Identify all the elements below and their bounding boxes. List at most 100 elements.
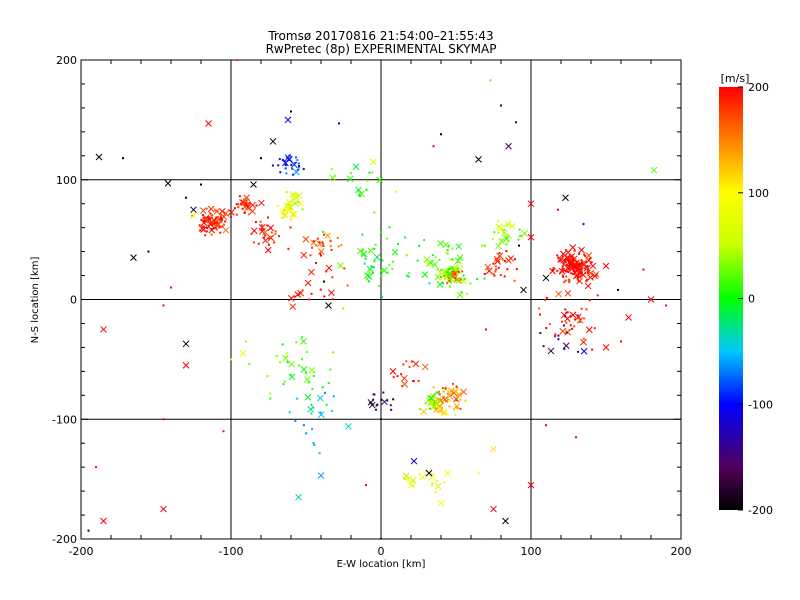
data-point-dot xyxy=(210,227,213,230)
data-point-dot xyxy=(568,329,571,332)
data-point-dot xyxy=(346,284,349,287)
data-point-dot xyxy=(365,188,368,191)
data-point-dot xyxy=(434,407,437,410)
data-point-x xyxy=(304,376,311,383)
data-point-dot xyxy=(578,320,581,323)
data-point-dot xyxy=(279,171,282,174)
data-point-dot xyxy=(506,224,509,227)
data-point-x xyxy=(249,201,256,209)
data-point-dot xyxy=(506,240,509,243)
data-point-dot xyxy=(302,424,305,427)
data-point-dot xyxy=(538,307,541,310)
data-point-dot xyxy=(430,484,433,487)
data-point-dot xyxy=(466,292,469,295)
data-point-x xyxy=(585,257,593,264)
data-point-dot xyxy=(323,391,326,394)
data-point-dot xyxy=(260,157,262,160)
data-point-dot xyxy=(515,268,518,271)
data-point-dot xyxy=(545,424,547,427)
data-point-dot xyxy=(440,269,443,272)
data-point-x xyxy=(207,221,215,228)
data-point-x xyxy=(199,207,207,215)
data-point-dot xyxy=(271,164,274,167)
data-point-dot xyxy=(380,269,383,272)
data-point-x xyxy=(346,175,354,183)
data-point-dot xyxy=(455,273,458,276)
data-point-dot xyxy=(202,220,205,223)
data-point-x xyxy=(496,252,504,260)
data-point-dot xyxy=(322,245,325,248)
data-point-dot xyxy=(400,373,403,376)
data-point-dot xyxy=(214,226,217,229)
data-point-dot xyxy=(451,247,454,250)
data-point-x xyxy=(421,363,429,371)
data-point-dot xyxy=(285,172,288,175)
data-point-x xyxy=(182,340,190,348)
data-point-dot xyxy=(562,269,565,272)
data-point-x xyxy=(419,473,426,481)
data-point-x xyxy=(239,350,247,357)
data-point-x xyxy=(520,286,527,294)
data-point-dot xyxy=(298,364,301,367)
data-point-dot xyxy=(361,248,364,251)
data-point-dot xyxy=(392,376,395,379)
data-point-dot xyxy=(275,355,278,358)
data-point-dot xyxy=(212,222,215,225)
data-point-dot xyxy=(642,268,645,271)
data-point-dot xyxy=(565,275,568,278)
data-point-x xyxy=(580,338,587,346)
data-point-dot xyxy=(459,407,462,410)
data-point-x xyxy=(570,255,578,263)
data-point-dot xyxy=(505,236,508,239)
data-point-dot xyxy=(518,235,521,238)
data-point-dot xyxy=(538,313,541,316)
data-point-dot xyxy=(285,356,288,359)
data-point-dot xyxy=(380,398,383,401)
data-point-dot xyxy=(569,314,572,317)
data-point-dot xyxy=(147,250,150,253)
data-point-dot xyxy=(562,255,565,258)
colorbar-tick-label: -200 xyxy=(748,504,773,517)
x-tick-label: 200 xyxy=(671,545,692,558)
data-point-x xyxy=(521,230,529,237)
data-point-dot xyxy=(245,202,248,205)
data-point-dot xyxy=(563,281,566,284)
data-point-dot xyxy=(428,407,431,410)
data-point-x xyxy=(308,268,315,276)
data-point-dot xyxy=(445,411,448,414)
data-point-dot xyxy=(292,214,295,217)
data-point-dot xyxy=(248,363,251,366)
data-point-dot xyxy=(596,294,599,297)
data-point-dot xyxy=(447,399,450,402)
data-point-dot xyxy=(410,360,413,363)
data-point-dot xyxy=(201,214,204,217)
data-point-x xyxy=(650,166,658,174)
data-point-dot xyxy=(278,158,281,161)
data-point-x xyxy=(455,277,463,284)
data-point-dot xyxy=(298,165,301,168)
data-point-dot xyxy=(428,282,431,285)
data-point-dot xyxy=(277,164,280,167)
data-point-dot xyxy=(382,391,385,394)
data-point-dot xyxy=(318,452,321,455)
colorbar-tick-label: -100 xyxy=(748,398,773,411)
data-point-x xyxy=(442,241,450,249)
data-point-dot xyxy=(452,382,455,385)
data-point-x xyxy=(625,314,632,321)
data-point-dot xyxy=(435,391,438,394)
x-tick-label: -100 xyxy=(219,545,244,558)
data-point-x xyxy=(498,237,506,245)
data-point-dot xyxy=(373,247,376,250)
data-point-dot xyxy=(497,266,500,269)
data-point-dot xyxy=(433,393,436,396)
data-point-dot xyxy=(459,393,462,396)
data-point-dot xyxy=(388,264,391,267)
data-point-dot xyxy=(440,406,443,409)
data-point-dot xyxy=(435,409,438,412)
data-point-dot xyxy=(448,285,451,288)
data-point-x xyxy=(295,192,303,199)
data-point-x xyxy=(508,222,516,230)
data-point-dot xyxy=(565,249,568,252)
data-point-dot xyxy=(442,390,445,393)
data-point-dot xyxy=(284,167,287,170)
